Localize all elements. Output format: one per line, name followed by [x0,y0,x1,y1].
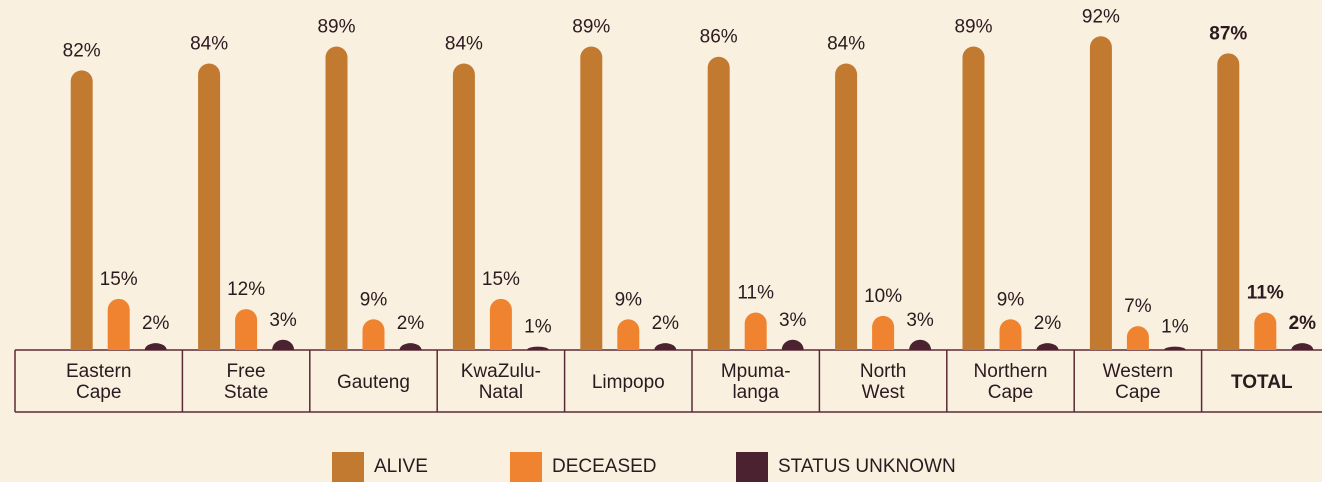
bar [198,63,221,351]
category-label: Mpuma- langa [720,361,791,403]
bar [1291,343,1314,350]
value-label: 11% [1247,282,1284,303]
value-label: 2% [397,313,425,334]
bar [144,343,167,350]
value-label: 84% [190,34,228,55]
bar [1089,36,1112,351]
value-label: 7% [1124,296,1152,317]
value-label: 15% [100,269,138,290]
value-label: 1% [1161,317,1189,338]
bar [872,315,895,350]
bar [781,339,804,350]
value-label: 2% [142,313,170,334]
value-label: 2% [652,313,680,334]
value-label: 82% [63,40,101,61]
bar [107,298,130,350]
value-label: 89% [572,17,610,38]
category-label: North West [859,361,907,403]
value-label: 9% [615,289,643,310]
bar [526,346,549,350]
category-label: TOTAL [1231,371,1293,393]
value-label: 87% [1209,23,1247,44]
bar [1217,53,1240,350]
value-label: 92% [1082,6,1120,27]
value-label: 15% [482,269,520,290]
bar [744,312,767,350]
value-label: 86% [700,27,738,48]
value-label: 3% [269,310,297,331]
bar [1163,346,1186,350]
value-label: 9% [997,289,1025,310]
value-label: 84% [445,34,483,55]
value-label: 84% [827,34,865,55]
value-label: 2% [1034,313,1062,334]
value-label: 12% [227,279,265,300]
category-label: Eastern Cape [65,361,132,403]
bar [835,63,858,351]
category-label: Limpopo [591,371,665,393]
bar [617,319,640,350]
value-label: 1% [524,317,552,338]
bar [1036,343,1059,350]
legend-label: DECEASED [552,456,657,477]
bar [909,339,932,350]
value-label: 3% [779,310,807,331]
category-label: Gauteng [337,371,410,393]
bar [962,46,985,350]
bar [1254,312,1277,350]
value-label: 89% [954,17,992,38]
bar [272,339,295,350]
legend-label: ALIVE [374,456,428,477]
category-label: KwaZulu- Natal [460,361,541,403]
legend-swatch [510,452,542,482]
legend-swatch [736,452,768,482]
category-label: Free State [223,361,269,403]
bar [580,46,603,350]
value-label: 3% [906,310,934,331]
bar [1126,326,1149,350]
bar [362,319,385,350]
category-label: Northern Cape [973,361,1048,403]
bar [489,298,512,350]
value-label: 89% [317,17,355,38]
bar [399,343,422,350]
bar [707,56,730,351]
bar [452,63,475,351]
value-label: 9% [360,289,388,310]
bar [654,343,677,350]
value-label: 2% [1289,313,1317,334]
value-label: 11% [737,282,774,303]
bar [999,319,1022,350]
bar [70,70,93,350]
legend-label: STATUS UNKNOWN [778,456,956,477]
bar [325,46,348,350]
bar [235,309,258,350]
legend-swatch [332,452,364,482]
category-label: Western Cape [1102,361,1174,403]
value-label: 10% [864,286,902,307]
